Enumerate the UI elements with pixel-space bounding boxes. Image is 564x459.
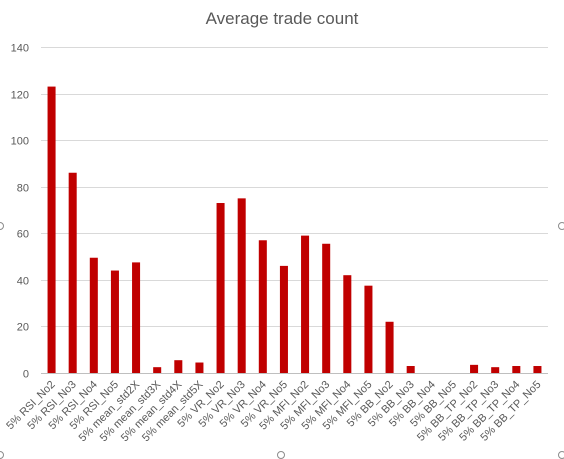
bar[interactable] — [322, 243, 331, 373]
bar[interactable] — [533, 366, 542, 373]
bar[interactable] — [153, 367, 162, 373]
y-tick-label: 140 — [11, 43, 29, 55]
bar[interactable] — [512, 366, 521, 373]
chart-title: Average trade count — [205, 9, 359, 28]
bar[interactable] — [89, 257, 98, 373]
bar[interactable] — [47, 86, 56, 373]
y-tick-label: 100 — [11, 136, 29, 148]
y-tick-label: 60 — [17, 229, 29, 241]
bar[interactable] — [385, 321, 394, 373]
bar[interactable] — [470, 364, 479, 373]
bar[interactable] — [174, 360, 183, 373]
bar[interactable] — [343, 275, 352, 373]
resize-handle-right[interactable] — [558, 222, 564, 230]
bar[interactable] — [279, 265, 288, 373]
bar[interactable] — [301, 235, 310, 373]
bar[interactable] — [68, 172, 77, 373]
y-tick-label: 120 — [11, 90, 29, 102]
bar[interactable] — [132, 262, 141, 373]
y-tick-label: 0 — [23, 369, 29, 381]
bar[interactable] — [491, 367, 500, 373]
y-tick-label: 40 — [17, 276, 29, 288]
y-tick-label: 80 — [17, 183, 29, 195]
bar[interactable] — [258, 240, 267, 373]
bar[interactable] — [216, 203, 225, 373]
resize-handle-bottom[interactable] — [277, 451, 285, 459]
bar[interactable] — [406, 366, 415, 373]
resize-handle-bottom-left[interactable] — [0, 451, 4, 459]
bar[interactable] — [195, 362, 204, 373]
resize-handle-bottom-right[interactable] — [558, 451, 564, 459]
bar[interactable] — [364, 285, 373, 373]
bar[interactable] — [110, 270, 119, 373]
y-tick-label: 20 — [17, 322, 29, 334]
bar[interactable] — [237, 198, 246, 373]
